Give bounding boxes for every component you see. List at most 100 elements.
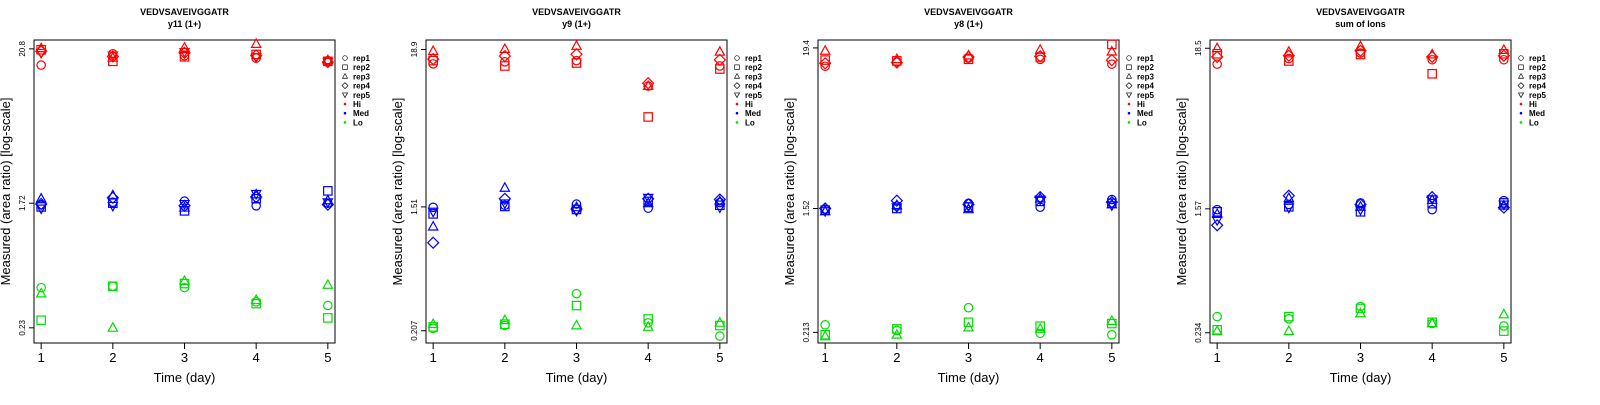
x-tick-label: 2 xyxy=(501,350,508,365)
data-point-med-rep5 xyxy=(178,199,191,211)
chart-panel-3: VEDVSAVEIVGGATR y8 (1+) 1 2 3 4 5 19.4 1.52 0.213… xyxy=(782,7,1154,385)
data-point-hi-rep2 xyxy=(1212,48,1222,59)
data-point-lo-rep3 xyxy=(499,313,511,325)
data-point-lo-rep2 xyxy=(643,314,653,324)
data-point-lo-rep2 xyxy=(1284,311,1294,322)
y-tick-label: 18.9 xyxy=(410,41,419,57)
legend-symbol-rep5 xyxy=(1517,92,1525,99)
data-point-hi-rep4 xyxy=(1210,50,1224,64)
data-point-med-rep4 xyxy=(713,193,727,206)
legend-symbol-rep1 xyxy=(1126,55,1132,61)
x-axis-label: Time (day) xyxy=(546,370,608,385)
data-point-med-rep5 xyxy=(1426,195,1438,206)
data-point-lo-rep1 xyxy=(820,320,830,330)
data-point-hi-rep3 xyxy=(1034,43,1046,54)
legend-label-med: Med xyxy=(1137,109,1153,118)
legend-symbol-rep4 xyxy=(1125,82,1133,90)
data-point-hi-rep5 xyxy=(107,51,119,62)
legend-label-rep3: rep3 xyxy=(353,72,370,81)
data-point-hi-rep5 xyxy=(322,57,334,69)
chart-panel-1: VEDVSAVEIVGGATR y11 (1+) 1 2 3 4 5 20.8 1.72 0.23… xyxy=(0,7,370,385)
legend-label-rep1: rep1 xyxy=(1137,54,1154,63)
data-point-hi-rep4 xyxy=(890,56,904,69)
legend-label-rep3: rep3 xyxy=(1137,72,1154,81)
y-tick-label: 18.5 xyxy=(1194,40,1203,56)
legend-symbol-rep1 xyxy=(342,55,348,61)
x-axis-label: Time (day) xyxy=(154,370,216,385)
y-axis-label: Measured (area ratio) [log-scale] xyxy=(390,98,405,286)
data-point-hi-rep1 xyxy=(571,55,582,66)
legend-label-rep2: rep2 xyxy=(1137,63,1154,72)
data-point-hi-rep3 xyxy=(819,44,831,55)
data-point-med-rep2 xyxy=(428,209,438,219)
chart-subtitle: y8 (1+) xyxy=(954,19,983,29)
data-point-lo-rep3 xyxy=(35,287,47,298)
x-tick-label: 5 xyxy=(1108,350,1115,365)
legend-label-rep5: rep5 xyxy=(1137,91,1154,100)
data-point-lo-rep2 xyxy=(323,313,333,323)
chart-title: VEDVSAVEIVGGATR xyxy=(924,7,1013,17)
legend-label-rep2: rep2 xyxy=(353,63,370,72)
legend-label-rep5: rep5 xyxy=(353,91,370,100)
legend-symbol-rep4 xyxy=(733,82,741,90)
legend-label-lo: Lo xyxy=(353,118,363,127)
y-tick-label: 19.4 xyxy=(802,40,811,56)
data-point-hi-rep2 xyxy=(571,58,582,68)
y-tick-label: 20.8 xyxy=(18,41,27,57)
data-point-med-rep3 xyxy=(35,192,47,203)
data-point-hi-rep5 xyxy=(250,53,262,64)
data-point-med-rep4 xyxy=(498,192,512,206)
x-axis-label: Time (day) xyxy=(938,370,1000,385)
data-point-hi-rep2 xyxy=(820,55,830,65)
data-point-hi-rep4 xyxy=(962,50,975,64)
legend-label-hi: Hi xyxy=(1529,100,1537,109)
chart-title: VEDVSAVEIVGGATR xyxy=(1316,7,1405,17)
data-point-med-rep4 xyxy=(1497,201,1511,214)
legend-symbol-rep4 xyxy=(1517,82,1525,90)
x-tick-label: 2 xyxy=(1285,350,1292,365)
data-point-hi-rep2 xyxy=(1284,56,1294,66)
legend-dot-med xyxy=(1127,111,1131,115)
data-point-hi-rep4 xyxy=(1354,44,1367,58)
data-point-med-rep5 xyxy=(962,202,975,213)
legend-label-med: Med xyxy=(353,109,369,118)
data-point-med-rep1 xyxy=(571,199,582,209)
y-tick-label: 0.234 xyxy=(1194,322,1203,343)
data-point-hi-rep4 xyxy=(713,53,727,67)
data-point-lo-rep1 xyxy=(1499,321,1509,331)
data-point-lo-rep1 xyxy=(571,288,582,299)
data-point-lo-rep3 xyxy=(178,274,191,285)
x-tick-label: 3 xyxy=(181,350,188,365)
data-point-hi-rep3 xyxy=(1354,40,1367,51)
x-tick-label: 5 xyxy=(324,350,331,365)
x-tick-label: 4 xyxy=(253,350,260,365)
legend-label-rep1: rep1 xyxy=(1529,54,1546,63)
legend-dot-med xyxy=(735,111,739,115)
x-tick-label: 3 xyxy=(573,350,580,365)
data-point-hi-rep4 xyxy=(818,57,832,70)
legend-dot-hi xyxy=(735,102,739,106)
legend-dot-lo xyxy=(735,121,739,124)
data-point-hi-rep5 xyxy=(178,47,191,59)
legend-dot-hi xyxy=(343,102,347,106)
x-axis-label: Time (day) xyxy=(1330,370,1392,385)
data-point-hi-rep2 xyxy=(179,51,190,62)
data-point-lo-rep2 xyxy=(963,317,974,328)
data-point-lo-rep2 xyxy=(1035,321,1045,331)
y-axis-label: Measured (area ratio) [log-scale] xyxy=(0,98,13,286)
data-point-hi-rep3 xyxy=(250,37,262,48)
chart-title: VEDVSAVEIVGGATR xyxy=(532,7,621,17)
legend-symbol-rep5 xyxy=(1125,92,1133,99)
data-point-med-rep4 xyxy=(890,194,904,208)
legend-symbol-rep3 xyxy=(733,72,741,79)
data-point-med-rep4 xyxy=(106,191,120,205)
plot-frame xyxy=(33,39,336,344)
data-point-med-rep4 xyxy=(249,190,263,204)
data-point-med-rep2 xyxy=(323,186,333,196)
data-point-lo-rep1 xyxy=(1035,328,1045,339)
legend-label-rep3: rep3 xyxy=(1529,72,1546,81)
data-point-lo-rep3 xyxy=(250,293,262,305)
legend-label-rep2: rep2 xyxy=(1529,63,1546,72)
